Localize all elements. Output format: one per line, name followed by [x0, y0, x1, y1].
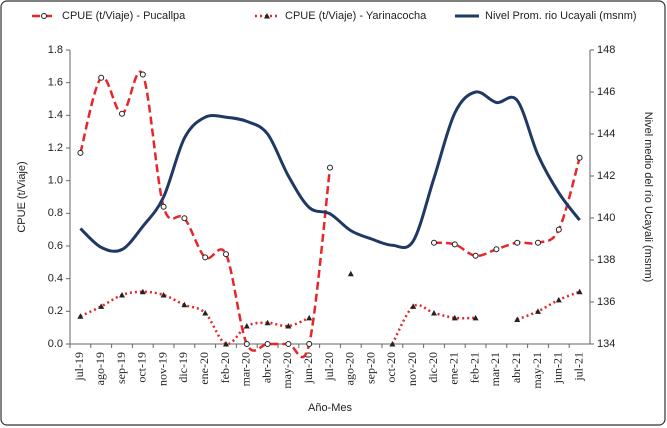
x-tick-label: feb-20: [218, 352, 232, 383]
marker: [451, 314, 458, 321]
marker: [347, 270, 354, 277]
y-tick-label: 0.4: [48, 273, 63, 285]
legend-marker: [41, 13, 47, 19]
marker: [555, 296, 562, 303]
marker: [119, 110, 125, 117]
marker: [264, 319, 271, 326]
x-tick-label: oct-20: [384, 352, 398, 383]
marker: [576, 288, 583, 295]
marker: [77, 149, 84, 156]
y-tick-label: 0.0: [48, 338, 63, 350]
y-tick-label: 0.2: [48, 305, 63, 317]
marker: [306, 314, 313, 321]
marker: [472, 314, 479, 321]
y-tick-label: 1.6: [48, 77, 63, 89]
x-tick-label: ago-20: [343, 352, 357, 385]
marker: [223, 341, 229, 347]
y2-tick-label: 134: [597, 338, 615, 350]
marker: [77, 313, 84, 319]
x-tick-label: mar-21: [488, 352, 502, 386]
x-tick-label: mar-20: [239, 352, 253, 386]
marker: [285, 341, 292, 347]
y2-tick-label: 144: [597, 128, 615, 140]
marker: [139, 288, 146, 295]
y2-tick-label: 142: [597, 170, 615, 182]
x-tick-label: jul-20: [322, 352, 336, 382]
x-tick-label: may-21: [530, 352, 544, 389]
marker: [181, 301, 188, 308]
y-tick-label: 1.8: [48, 44, 63, 56]
y2-tick-label: 140: [597, 212, 615, 224]
y-tick-label: 1.0: [48, 175, 63, 187]
marker: [98, 74, 105, 81]
x-tick-label: oct-19: [135, 352, 149, 383]
marker: [327, 164, 333, 171]
marker: [202, 309, 209, 316]
marker: [389, 341, 396, 347]
marker: [139, 71, 146, 78]
x-tick-label: feb-21: [467, 352, 481, 383]
marker: [181, 215, 188, 222]
x-tick-label: sep-20: [363, 352, 377, 384]
y2-tick-label: 148: [597, 44, 615, 56]
marker: [264, 341, 271, 347]
x-tick-label: nov-20: [405, 352, 419, 386]
legend-label: CPUE (t/Viaje) - Pucallpa: [62, 10, 186, 22]
x-tick-label: abr-21: [509, 352, 523, 383]
marker: [514, 316, 521, 322]
y-tick-label: 1.4: [48, 109, 63, 121]
marker: [493, 246, 500, 253]
legend-marker: [264, 13, 270, 19]
marker: [514, 239, 521, 246]
marker: [472, 252, 479, 259]
marker: [410, 303, 417, 309]
x-tick-label: ene-21: [447, 352, 461, 385]
marker: [160, 292, 167, 298]
x-tick-label: dic-20: [426, 352, 440, 383]
marker: [202, 254, 209, 261]
marker: [306, 341, 313, 347]
x-tick-label: dic-19: [176, 352, 190, 383]
legend-label: CPUE (t/Viaje) - Yarinacocha: [285, 10, 427, 22]
y2-axis-label: Nivel medio del río Ucayali (msnm): [642, 112, 654, 283]
marker: [119, 292, 125, 298]
series-line: [79, 90, 581, 253]
marker: [285, 323, 292, 329]
marker: [451, 241, 458, 248]
x-tick-label: jul-19: [72, 352, 86, 382]
marker: [576, 154, 583, 161]
x-tick-label: ago-19: [93, 352, 107, 385]
y2-tick-label: 136: [597, 296, 615, 308]
y-tick-label: 1.2: [48, 142, 63, 154]
marker: [535, 239, 541, 246]
y-axis-label: CPUE (t/Viaje): [16, 161, 28, 232]
marker: [431, 309, 437, 316]
x-axis-label: Año-Mes: [308, 402, 353, 414]
marker: [535, 308, 541, 314]
x-tick-label: jun-20: [301, 352, 315, 384]
x-tick-label: may-20: [280, 352, 294, 389]
marker: [243, 341, 250, 347]
marker: [223, 251, 229, 258]
y-tick-label: 0.6: [48, 240, 63, 252]
marker: [555, 226, 562, 233]
x-tick-label: jun-21: [551, 352, 565, 384]
marker: [431, 239, 437, 246]
legend-label: Nivel Prom. rio Ucayali (msnm): [485, 10, 637, 22]
marker: [243, 323, 250, 329]
y-tick-label: 0.8: [48, 207, 63, 219]
y2-tick-label: 146: [597, 86, 615, 98]
x-tick-label: abr-20: [259, 352, 273, 383]
x-tick-label: jul-21: [571, 352, 585, 382]
y2-tick-label: 138: [597, 254, 615, 266]
x-tick-label: sep-19: [114, 352, 128, 384]
marker: [98, 303, 105, 309]
x-tick-label: ene-20: [197, 352, 211, 385]
marker: [160, 203, 167, 210]
x-tick-label: nov-19: [155, 352, 169, 386]
